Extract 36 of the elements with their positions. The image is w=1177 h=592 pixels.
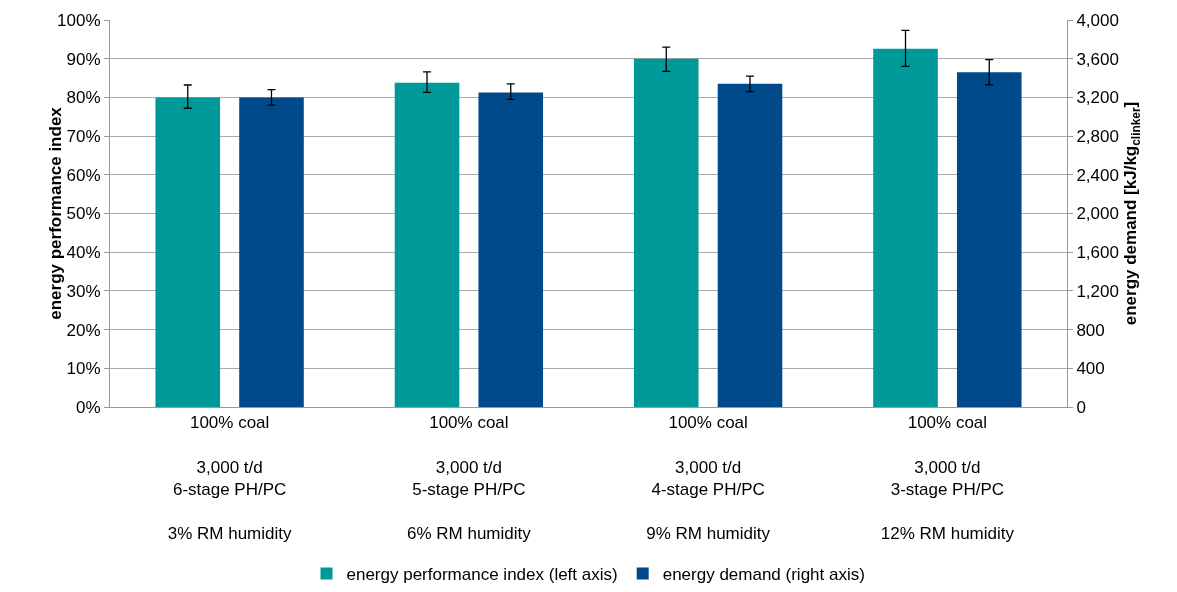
category-label: 100% coal 3,000 t/d 3-stage PH/PC 12% RM humidity — [880, 413, 1014, 543]
bar — [394, 82, 460, 407]
category-label: 100% coal 3,000 t/d 6-stage PH/PC 3% RM humidity — [167, 413, 292, 543]
y-tick-label: 60% — [66, 165, 101, 185]
y-tick-label: 100% — [57, 10, 101, 30]
bar — [873, 48, 938, 407]
y-tick-label: 10% — [66, 359, 101, 379]
y-tick-label: 70% — [66, 127, 101, 147]
bar — [155, 97, 221, 407]
bar — [239, 97, 304, 407]
y2-tick-label: 1,600 — [1076, 243, 1119, 263]
y-tick-label: 40% — [66, 243, 101, 263]
y-tick-label: 80% — [66, 88, 101, 108]
y2-tick-label: 2,800 — [1076, 127, 1119, 147]
y2-tick-label: 3,200 — [1076, 88, 1119, 108]
bar — [956, 72, 1022, 407]
y-tick-label: 0% — [76, 397, 101, 417]
y-tick-label: 50% — [66, 204, 101, 224]
y2-tick-label: 2,000 — [1076, 204, 1119, 224]
y2-tick-label: 3,600 — [1076, 49, 1119, 69]
y2-tick-label: 1,200 — [1076, 281, 1119, 301]
bar — [717, 83, 783, 407]
y2-tick-label: 800 — [1076, 320, 1105, 340]
y-tick-label: 90% — [66, 49, 101, 69]
y2-tick-label: 2,400 — [1076, 165, 1119, 185]
y-tick-label: 30% — [66, 281, 101, 301]
legend-label: energy demand (right axis) — [662, 565, 865, 585]
y2-tick-label: 0 — [1076, 397, 1086, 417]
category-label: 100% coal 3,000 t/d 5-stage PH/PC 6% RM humidity — [407, 413, 531, 543]
y-tick-label: 20% — [66, 320, 101, 340]
bar — [633, 58, 699, 407]
y-axis-title: energy performance index — [45, 106, 65, 320]
legend-label: energy performance index (left axis) — [346, 565, 618, 585]
y2-tick-label: 4,000 — [1076, 10, 1119, 30]
bar — [478, 92, 544, 407]
y2-tick-label: 400 — [1076, 359, 1105, 379]
